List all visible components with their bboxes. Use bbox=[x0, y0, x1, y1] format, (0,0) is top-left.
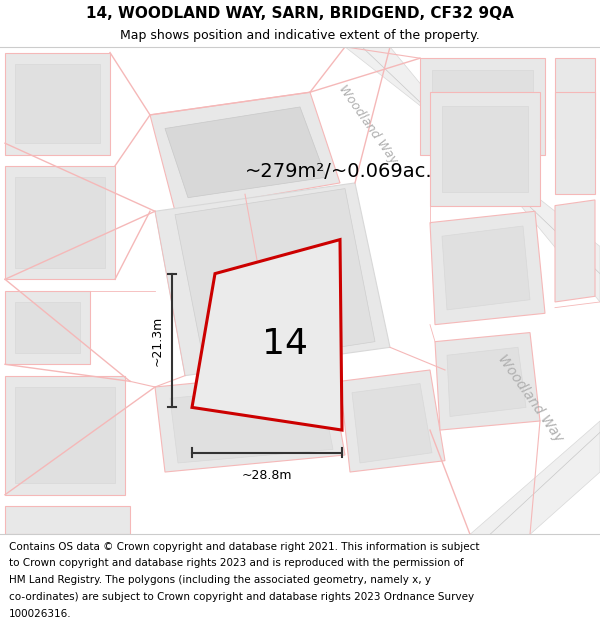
Polygon shape bbox=[430, 211, 545, 324]
Polygon shape bbox=[5, 166, 115, 279]
Text: Contains OS data © Crown copyright and database right 2021. This information is : Contains OS data © Crown copyright and d… bbox=[9, 542, 479, 552]
Polygon shape bbox=[150, 92, 340, 211]
Polygon shape bbox=[15, 302, 80, 353]
Text: Woodland Way: Woodland Way bbox=[494, 352, 565, 445]
Polygon shape bbox=[5, 506, 130, 534]
Polygon shape bbox=[442, 226, 530, 310]
Polygon shape bbox=[5, 291, 90, 364]
Text: ~279m²/~0.069ac.: ~279m²/~0.069ac. bbox=[245, 162, 433, 181]
Text: Map shows position and indicative extent of the property.: Map shows position and indicative extent… bbox=[120, 29, 480, 42]
Polygon shape bbox=[432, 69, 533, 141]
Polygon shape bbox=[340, 370, 445, 472]
Polygon shape bbox=[470, 421, 600, 534]
Text: co-ordinates) are subject to Crown copyright and database rights 2023 Ordnance S: co-ordinates) are subject to Crown copyr… bbox=[9, 592, 474, 602]
Polygon shape bbox=[442, 106, 528, 192]
Polygon shape bbox=[5, 376, 125, 495]
Polygon shape bbox=[345, 47, 600, 302]
Polygon shape bbox=[192, 239, 342, 430]
Text: ~28.8m: ~28.8m bbox=[242, 469, 292, 482]
Polygon shape bbox=[430, 92, 540, 206]
Polygon shape bbox=[15, 387, 115, 483]
Polygon shape bbox=[555, 58, 595, 138]
Text: to Crown copyright and database rights 2023 and is reproduced with the permissio: to Crown copyright and database rights 2… bbox=[9, 558, 464, 568]
Polygon shape bbox=[5, 52, 110, 154]
Polygon shape bbox=[555, 200, 595, 302]
Polygon shape bbox=[555, 92, 595, 194]
Polygon shape bbox=[420, 58, 545, 154]
Polygon shape bbox=[435, 332, 540, 430]
Polygon shape bbox=[175, 189, 375, 368]
Polygon shape bbox=[170, 384, 333, 463]
Polygon shape bbox=[155, 183, 390, 376]
Text: 14: 14 bbox=[262, 327, 308, 361]
Polygon shape bbox=[15, 177, 105, 268]
Text: ~21.3m: ~21.3m bbox=[151, 316, 164, 366]
Polygon shape bbox=[352, 384, 432, 463]
Polygon shape bbox=[165, 107, 326, 198]
Text: 14, WOODLAND WAY, SARN, BRIDGEND, CF32 9QA: 14, WOODLAND WAY, SARN, BRIDGEND, CF32 9… bbox=[86, 6, 514, 21]
Text: Woodland Way: Woodland Way bbox=[336, 82, 400, 166]
Text: HM Land Registry. The polygons (including the associated geometry, namely x, y: HM Land Registry. The polygons (includin… bbox=[9, 575, 431, 585]
Polygon shape bbox=[447, 348, 526, 416]
Polygon shape bbox=[15, 64, 100, 143]
Polygon shape bbox=[155, 370, 345, 472]
Text: 100026316.: 100026316. bbox=[9, 609, 71, 619]
